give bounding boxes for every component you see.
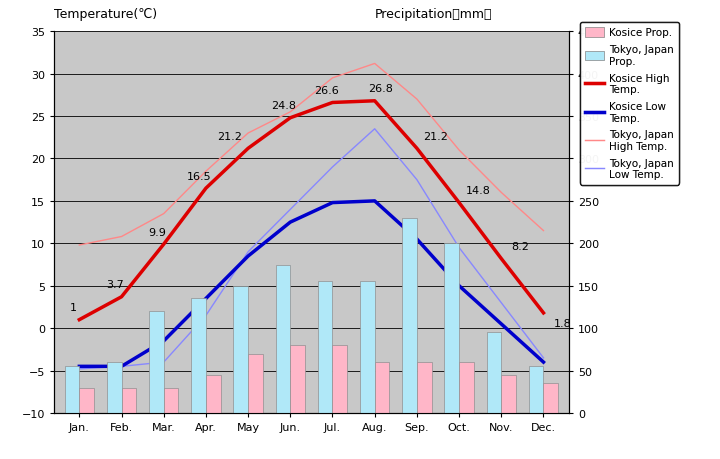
Bar (163, 388, 179, 413)
Text: 26.8: 26.8 (369, 84, 393, 94)
Text: 8.2: 8.2 (511, 241, 529, 252)
Bar (444, 244, 459, 413)
Text: 3.7: 3.7 (107, 280, 124, 290)
Text: 21.2: 21.2 (217, 131, 241, 141)
Bar (459, 362, 474, 413)
Bar (501, 375, 516, 413)
Bar (333, 345, 347, 413)
Text: Precipitation（mm）: Precipitation（mm） (374, 8, 492, 21)
Bar (248, 354, 263, 413)
Bar (65, 367, 79, 413)
Text: 9.9: 9.9 (148, 227, 166, 237)
Bar (149, 312, 163, 413)
Bar (417, 362, 432, 413)
Text: 1.8: 1.8 (554, 319, 572, 329)
Text: 21.2: 21.2 (423, 131, 449, 141)
Bar (360, 282, 374, 413)
Text: 24.8: 24.8 (271, 101, 297, 111)
Bar (402, 218, 417, 413)
Text: 14.8: 14.8 (466, 185, 490, 196)
Text: 26.6: 26.6 (314, 86, 338, 95)
Bar (528, 367, 544, 413)
Bar (374, 362, 390, 413)
Bar (290, 345, 305, 413)
Bar (318, 282, 333, 413)
Bar (191, 299, 206, 413)
Bar (233, 286, 248, 413)
Bar (122, 388, 136, 413)
Text: 16.5: 16.5 (187, 171, 212, 181)
Bar (487, 333, 501, 413)
Bar (79, 388, 94, 413)
Bar (544, 383, 558, 413)
Bar (276, 265, 290, 413)
Legend: Kosice Prop., Tokyo, Japan
Prop., Kosice High
Temp., Kosice Low
Temp., Tokyo, Ja: Kosice Prop., Tokyo, Japan Prop., Kosice… (580, 23, 679, 185)
Text: Temperature(℃): Temperature(℃) (54, 8, 157, 21)
Bar (206, 375, 220, 413)
Text: 1: 1 (70, 302, 76, 313)
Bar (107, 362, 122, 413)
